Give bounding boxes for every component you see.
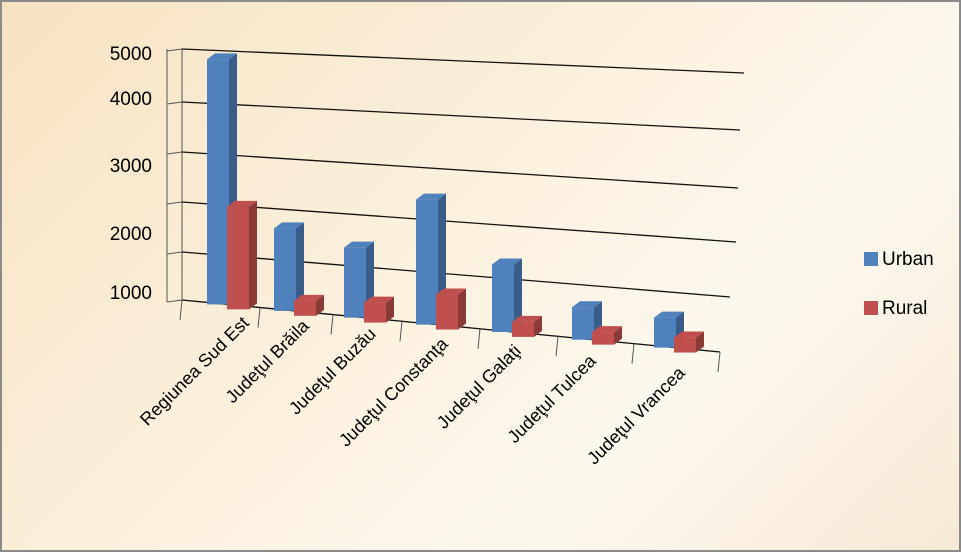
bar-rural: [364, 302, 386, 323]
gridline: [181, 201, 737, 243]
y-tick-label: 5000: [110, 44, 152, 65]
bar-rural-top: [512, 315, 542, 322]
bar-rural-side: [614, 326, 622, 345]
bar-rural: [592, 332, 614, 345]
y-tick-mark: [166, 299, 183, 303]
bar-rural-top: [364, 296, 394, 303]
bar-urban: [344, 247, 366, 318]
x-tick-mark: [330, 314, 334, 335]
bar-rural: [227, 206, 249, 310]
legend-label-rural: Rural: [882, 298, 927, 319]
bar-rural: [674, 337, 696, 353]
legend-swatch-rural: [864, 301, 878, 315]
y-tick-label: 1000: [110, 283, 152, 304]
y-tick-mark: [166, 151, 183, 155]
bar-urban-top: [416, 193, 446, 200]
legend-label-urban: Urban: [882, 249, 934, 270]
x-tick-mark: [179, 299, 183, 321]
y-tick-mark: [166, 48, 183, 52]
legend-swatch-urban: [864, 252, 878, 266]
y-tick-mark: [166, 101, 183, 105]
bar-urban-top: [207, 53, 237, 60]
bar-rural: [294, 300, 316, 316]
bar-rural-top: [294, 294, 324, 301]
gridline: [181, 101, 741, 131]
bar-rural-side: [534, 315, 542, 337]
bar-urban: [654, 317, 676, 348]
bar-urban-top: [344, 241, 374, 248]
bar-rural: [512, 321, 534, 337]
bar-urban-top: [654, 311, 684, 318]
bar-urban-top: [492, 258, 522, 265]
x-category-label: Regiunea Sud Est: [136, 313, 253, 430]
bar-urban-top: [274, 222, 304, 229]
bar-rural-side: [458, 288, 466, 330]
bar-urban: [207, 59, 229, 305]
y-tick-label: 3000: [110, 156, 152, 177]
bar-rural-top: [674, 331, 704, 338]
x-tick-mark: [477, 328, 481, 349]
bar-urban: [572, 307, 594, 340]
x-category-label: Judeţul Galaţi: [433, 341, 525, 433]
bar-rural-side: [386, 296, 394, 323]
bar-urban: [274, 228, 296, 311]
x-tick-mark: [399, 321, 403, 342]
y-tick-label: 4000: [110, 89, 152, 110]
x-category-label: Judeţul Vrancea: [583, 362, 689, 468]
y-tick-label: 2000: [110, 224, 152, 245]
gridline: [181, 151, 739, 189]
gridline: [181, 251, 731, 298]
y-tick-mark: [166, 201, 183, 205]
bar-urban-side: [296, 222, 304, 311]
bar-rural-top: [592, 326, 622, 333]
bar-rural: [436, 294, 458, 330]
bar-urban-top: [572, 301, 602, 308]
bar-rural-side: [696, 331, 704, 353]
gridline: [181, 48, 745, 74]
bar-urban-side: [514, 258, 522, 332]
y-tick-mark: [166, 251, 183, 255]
bar-urban: [492, 264, 514, 332]
x-category-label: Judeţul Tulcea: [504, 350, 601, 447]
x-tick-mark: [717, 351, 721, 373]
x-tick-mark: [555, 336, 559, 357]
x-tick-mark: [631, 343, 635, 364]
bar-rural-top: [227, 200, 257, 207]
bar-urban: [416, 199, 438, 325]
bar-rural-side: [249, 200, 257, 310]
bar-rural-side: [316, 294, 324, 316]
x-tick-mark: [257, 307, 261, 328]
bar-rural-top: [436, 288, 466, 295]
